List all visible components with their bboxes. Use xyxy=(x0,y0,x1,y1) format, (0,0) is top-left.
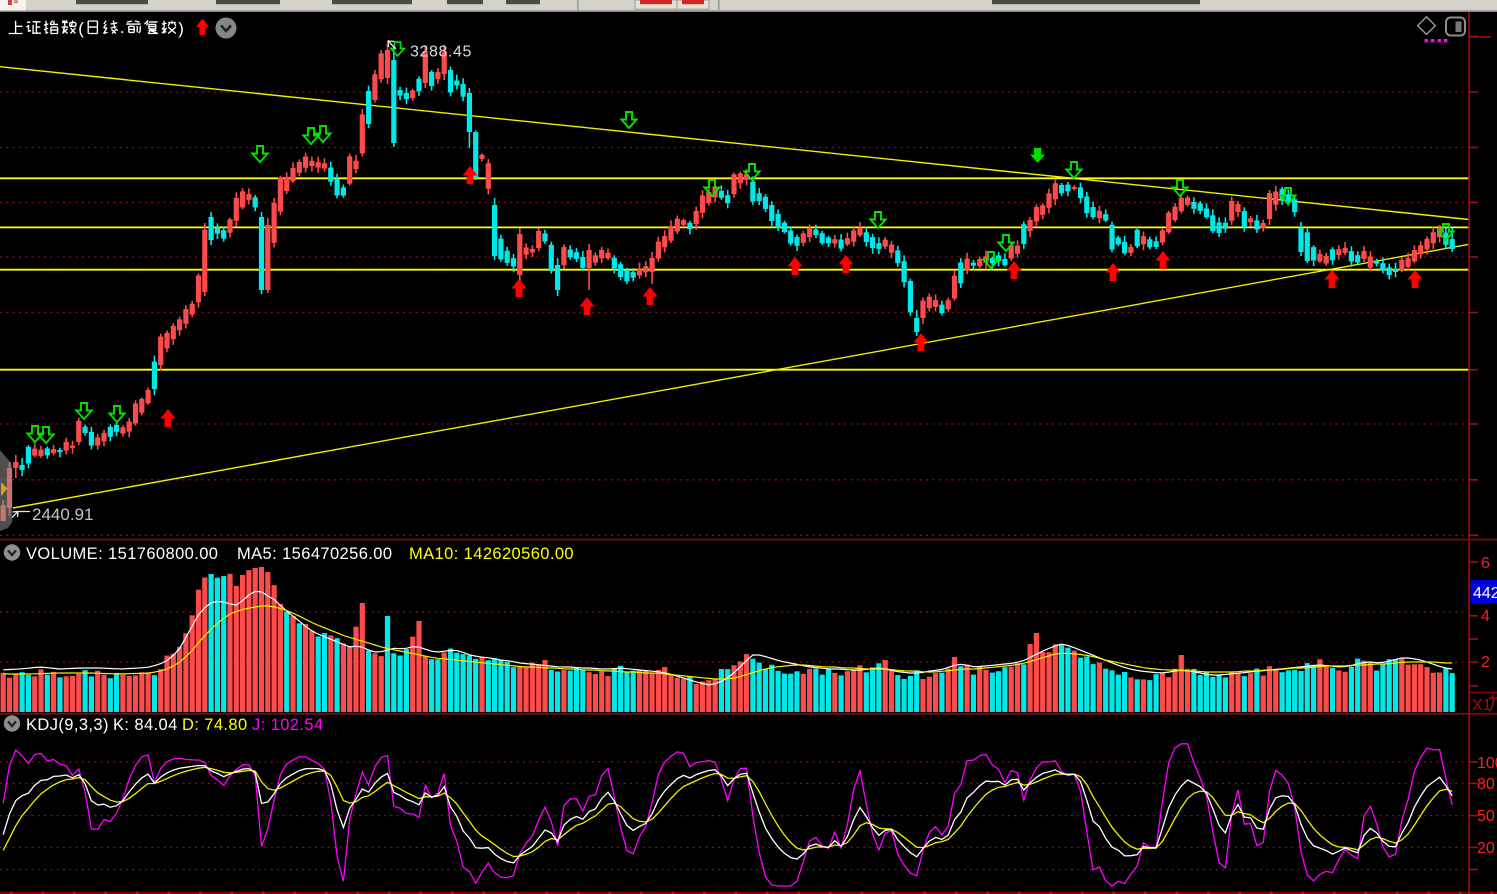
svg-text:VOLUME: 151760800.00: VOLUME: 151760800.00 xyxy=(26,545,218,563)
svg-text:(: ( xyxy=(78,19,84,38)
svg-text:20: 20 xyxy=(1477,840,1495,857)
svg-text:2440.91: 2440.91 xyxy=(32,505,93,524)
svg-text:J: 102.54: J: 102.54 xyxy=(252,716,324,734)
svg-text:50: 50 xyxy=(1477,808,1495,825)
svg-text:100: 100 xyxy=(1477,755,1497,772)
svg-text:X1: X1 xyxy=(1472,697,1492,714)
svg-text:6: 6 xyxy=(1481,555,1490,572)
svg-text:3288.45: 3288.45 xyxy=(410,44,472,61)
svg-text:4: 4 xyxy=(1481,608,1490,625)
svg-text:.: . xyxy=(120,18,125,37)
svg-text:80: 80 xyxy=(1477,776,1495,793)
svg-text:K: 84.04: K: 84.04 xyxy=(113,716,178,734)
svg-text:KDJ(9,3,3): KDJ(9,3,3) xyxy=(26,716,109,734)
svg-text:442: 442 xyxy=(1473,585,1497,602)
svg-text:D: 74.80: D: 74.80 xyxy=(182,716,248,734)
svg-text:2: 2 xyxy=(1481,654,1490,671)
svg-text:): ) xyxy=(178,19,184,38)
svg-text:MA10: 142620560.00: MA10: 142620560.00 xyxy=(409,545,574,563)
svg-text:MA5: 156470256.00: MA5: 156470256.00 xyxy=(237,545,392,563)
